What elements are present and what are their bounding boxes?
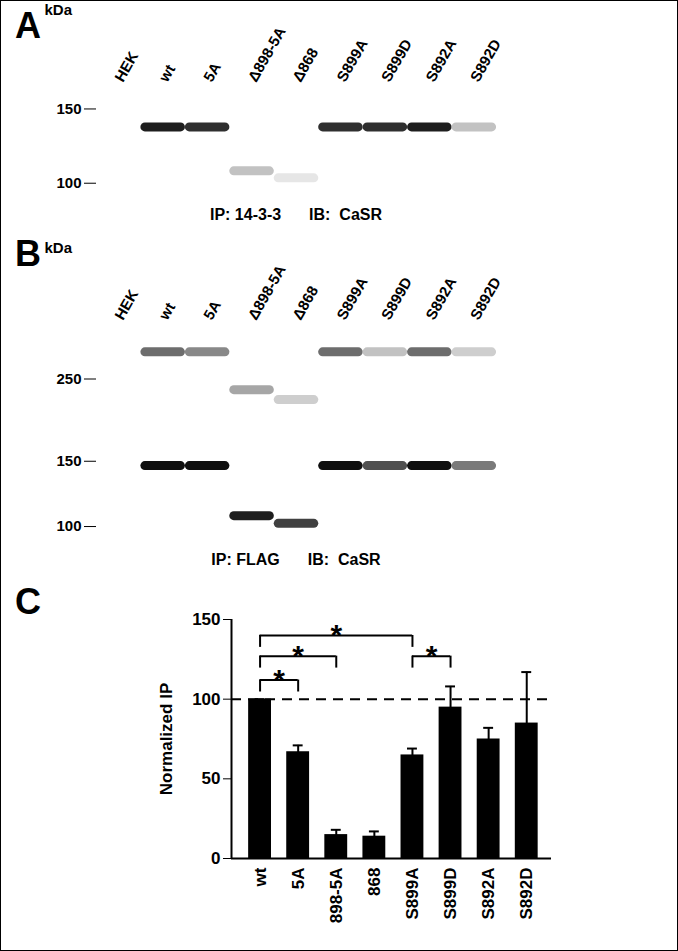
- svg-text:HEK: HEK: [111, 286, 142, 322]
- svg-text:Normalized IP: Normalized IP: [157, 683, 176, 795]
- svg-text:HEK: HEK: [111, 48, 142, 84]
- svg-text:150: 150: [56, 452, 81, 469]
- svg-text:100: 100: [56, 174, 81, 191]
- svg-text:Δ868: Δ868: [289, 283, 322, 323]
- svg-text:S892D: S892D: [517, 868, 536, 920]
- html-text:IB: CaSR: IB: CaSR: [307, 551, 381, 568]
- svg-text:wt: wt: [155, 61, 179, 85]
- svg-text:898-5A: 898-5A: [327, 868, 346, 924]
- svg-text:*: *: [292, 639, 304, 672]
- svg-text:Δ868: Δ868: [289, 45, 322, 85]
- svg-text:*: *: [426, 639, 438, 672]
- html-text:IB: CaSR: IB: CaSR: [309, 206, 382, 223]
- svg-text:250: 250: [56, 370, 81, 387]
- svg-text:S892A: S892A: [422, 36, 460, 84]
- svg-text:868: 868: [365, 868, 384, 896]
- svg-text:50: 50: [202, 769, 221, 788]
- svg-text:Δ898-5A: Δ898-5A: [244, 24, 289, 85]
- svg-text:S892D: S892D: [466, 36, 504, 84]
- svg-text:S892A: S892A: [479, 868, 498, 920]
- html-text:B: B: [15, 233, 41, 274]
- svg-text:S899A: S899A: [333, 36, 371, 84]
- svg-text:S899A: S899A: [333, 274, 371, 322]
- svg-text:S899D: S899D: [377, 36, 415, 84]
- svg-text:kDa: kDa: [45, 239, 73, 256]
- svg-text:0: 0: [211, 849, 220, 868]
- html-text:A: A: [15, 5, 41, 46]
- svg-text:S899D: S899D: [441, 868, 460, 920]
- svg-text:5A: 5A: [200, 59, 224, 84]
- svg-text:wt: wt: [155, 299, 179, 323]
- svg-text:S892D: S892D: [466, 274, 504, 322]
- svg-text:5A: 5A: [200, 297, 224, 322]
- svg-text:150: 150: [56, 100, 81, 117]
- html-text:IP: 14-3-3: IP: 14-3-3: [210, 206, 282, 223]
- svg-text:Δ898-5A: Δ898-5A: [244, 262, 289, 323]
- html-text:C: C: [15, 581, 41, 622]
- svg-text:*: *: [273, 663, 285, 696]
- svg-text:5A: 5A: [289, 868, 308, 890]
- svg-text:100: 100: [192, 690, 220, 709]
- html-text:IP: FLAG: IP: FLAG: [211, 551, 280, 568]
- svg-text:*: *: [330, 618, 342, 651]
- svg-text:S899D: S899D: [377, 274, 415, 322]
- svg-text:150: 150: [192, 610, 220, 629]
- svg-text:wt: wt: [251, 867, 270, 887]
- svg-text:100: 100: [56, 517, 81, 534]
- svg-text:kDa: kDa: [45, 1, 73, 18]
- svg-text:S899A: S899A: [403, 868, 422, 920]
- svg-text:S892A: S892A: [422, 274, 460, 322]
